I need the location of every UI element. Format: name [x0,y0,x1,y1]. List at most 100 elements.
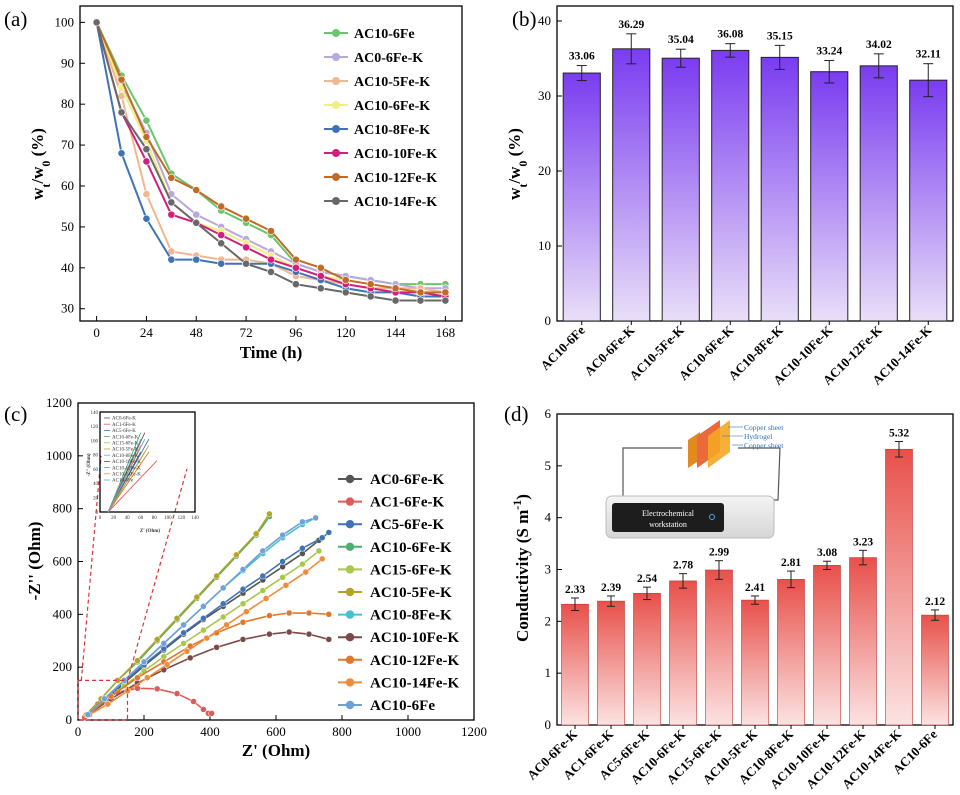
a-data-point [142,145,151,154]
c-legend-label: AC10-12Fe-K [370,653,459,669]
a-xtick-label: 24 [140,325,154,340]
a-data-point [142,190,151,199]
c-data-point [101,695,108,703]
d-ytick-label: 0 [545,717,552,732]
a-data-point [117,108,126,117]
a-data-point [316,263,325,272]
a-data-point [316,284,325,293]
a-xtick-label: 48 [190,325,203,340]
c-data-point [173,690,181,697]
a-data-point [242,259,250,268]
c-legend-marker [345,474,355,484]
b-bar [859,65,898,322]
a-data-point [416,288,425,297]
a-xtick-label: 96 [289,325,303,340]
workstation-label-2: workstation [649,520,687,529]
b-value-label: 32.11 [916,49,941,61]
c-xtick-label: 1200 [461,724,487,739]
inset-ytick-label: 0 [96,511,99,516]
a-ytick-label: 90 [61,55,74,70]
inset-series-line [107,445,150,513]
a-data-point [142,116,151,125]
c-data-point [259,547,267,555]
inset-series-line [107,460,158,513]
d-value-label: 2.33 [565,584,585,596]
c-ytick-label: 200 [53,659,73,674]
d-ytick-label: 2 [545,613,552,628]
d-bar [741,599,769,726]
d-bar [633,593,661,726]
a-legend-marker [332,197,340,205]
c-data-point [213,644,220,651]
inset-xtick-label: 20 [111,516,117,521]
b-bar [810,71,849,322]
b-value-label: 34.02 [866,39,892,51]
c-legend-marker [345,610,355,619]
sheet-label-copper-top: Copper sheet [744,423,784,432]
panel-a-xlabel: Time (h) [240,343,303,362]
d-bar [921,614,949,726]
b-bar [909,79,948,322]
a-data-point [217,202,226,211]
c-data-point [219,613,227,621]
c-data-point [299,545,306,552]
a-data-point [267,268,275,276]
a-data-point [391,284,400,293]
c-xtick-label: 1000 [395,724,421,739]
d-ytick-label: 3 [545,562,552,577]
inset-xtick-label: 140 [191,516,199,521]
b-ytick-label: 20 [538,163,551,178]
a-xtick-label: 144 [386,325,406,340]
a-ytick-label: 40 [61,260,74,275]
inset-series-line [107,438,150,513]
a-xtick-label: 120 [336,325,356,340]
inset-series-line [107,451,150,513]
inset-ytick-label: 120 [91,425,99,430]
inset-ytick-label: 40 [93,482,99,487]
c-ytick-label: 600 [53,554,73,569]
c-data-point [223,621,230,629]
c-legend-label: AC10-6Fe [370,698,435,714]
a-data-point [217,259,226,268]
b-value-label: 36.08 [717,29,743,41]
c-data-point [279,558,286,565]
c-legend-marker [345,655,355,664]
d-ytick-label: 4 [545,510,552,525]
a-data-point [217,231,226,239]
panel-label-a: (a) [4,7,27,31]
c-data-point [200,706,207,713]
a-data-point [441,296,450,305]
workstation-power-indicator [709,514,715,520]
c-legend-label: AC5-6Fe-K [370,517,444,533]
d-bar [777,579,805,726]
panel-b-axes-frame [556,5,954,322]
c-data-point [315,547,323,555]
panel-a-line-chart: 0 24 48 72 96 120 144 168 30 40 50 60 70 80 90 100 Time… [28,5,463,362]
a-legend-label: AC10-14Fe-K [354,195,437,210]
d-bar [669,580,697,726]
b-bar [760,56,799,322]
inset-xtick-label: 0 [99,516,102,521]
c-data-point [299,518,306,526]
a-ytick-label: 60 [61,178,74,193]
inset-legend-label: AC10-5Fe-K [112,448,139,453]
c-data-point [279,574,286,581]
a-data-point [391,296,400,305]
c-data-point [266,612,273,619]
a-data-point [267,255,275,264]
c-data-point [259,587,267,594]
a-legend-label: AC10-5Fe-K [354,75,430,90]
b-value-label: 33.06 [569,51,595,63]
c-data-point [239,600,247,608]
c-data-point [200,626,207,634]
c-legend-marker [345,678,355,687]
a-data-point [192,255,201,264]
c-data-point [302,568,309,576]
c-zoom-guide-left [80,455,102,681]
c-xtick-label: 600 [266,724,286,739]
a-data-point [292,263,300,272]
a-data-point [292,280,300,289]
a-legend-label: AC10-6Fe [354,27,415,42]
a-legend-marker [332,149,340,157]
inset-xlabel: Z' (Ohm) [140,529,160,534]
